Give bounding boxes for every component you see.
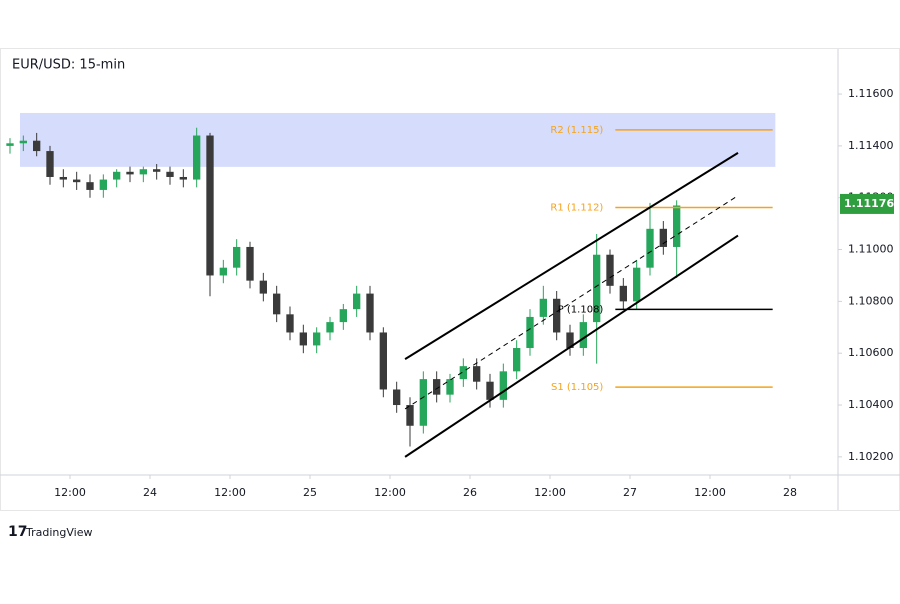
candle-body xyxy=(366,293,374,333)
candle-body xyxy=(553,298,561,333)
candle-body xyxy=(499,371,507,400)
level-label: S1 (1.105) xyxy=(551,382,603,393)
candle-body xyxy=(459,366,467,380)
candle-body xyxy=(179,176,187,180)
candle-body xyxy=(33,140,41,152)
candle-body xyxy=(513,348,521,372)
candle-body xyxy=(6,143,14,146)
candle-body xyxy=(166,171,174,177)
candle-body xyxy=(473,366,481,382)
candle-body xyxy=(206,135,214,276)
candle-body xyxy=(193,135,201,180)
candle-body xyxy=(579,322,587,349)
candle-body xyxy=(673,205,681,247)
candle-body xyxy=(633,267,641,302)
x-tick-label: 12:00 xyxy=(694,486,726,499)
candle-body xyxy=(73,179,81,183)
candle-body xyxy=(59,176,67,180)
candle-body xyxy=(46,151,54,177)
x-tick-label: 24 xyxy=(143,486,157,499)
candle-body xyxy=(406,405,414,426)
candle-body xyxy=(339,309,347,323)
level-label: P (1.108) xyxy=(558,304,604,315)
y-tick-label: 1.10600 xyxy=(848,346,894,359)
candle-body xyxy=(353,293,361,310)
candle-body xyxy=(566,332,574,349)
candle-body xyxy=(646,228,654,268)
candle-body xyxy=(19,140,27,144)
candle-body xyxy=(419,379,427,426)
candle-body xyxy=(233,246,241,268)
x-tick-label: 26 xyxy=(463,486,477,499)
x-tick-label: 28 xyxy=(783,486,797,499)
candle-body xyxy=(246,246,254,281)
y-tick-label: 1.11000 xyxy=(848,243,894,256)
candle-body xyxy=(259,280,267,294)
candle-body xyxy=(393,389,401,406)
candle-body xyxy=(113,171,121,180)
level-label: R1 (1.112) xyxy=(550,203,603,214)
y-tick-label: 1.10400 xyxy=(848,398,894,411)
candle-body xyxy=(313,332,321,346)
y-tick-label: 1.10800 xyxy=(848,294,894,307)
candle-body xyxy=(273,293,281,315)
candle-body xyxy=(606,254,614,286)
last-price-label: 1.11176 xyxy=(844,197,894,210)
last-price-box xyxy=(840,193,894,214)
channel-middle xyxy=(404,195,739,410)
candle-body xyxy=(486,381,494,400)
candle-body xyxy=(139,169,147,175)
x-tick-label: 12:00 xyxy=(374,486,406,499)
y-tick-label: 1.11400 xyxy=(848,139,894,152)
candle-body xyxy=(446,379,454,395)
candle-body xyxy=(593,254,601,323)
x-tick-label: 12:00 xyxy=(534,486,566,499)
channel-upper xyxy=(404,152,739,361)
chart-title: EUR/USD: 15-min xyxy=(12,58,125,73)
brand: TradingView xyxy=(25,526,92,539)
candle-body xyxy=(299,332,307,346)
candle-body xyxy=(379,332,387,390)
candle-body xyxy=(153,169,161,172)
x-tick-label: 27 xyxy=(623,486,637,499)
resistance-zone xyxy=(20,112,776,167)
candle-body xyxy=(326,322,334,333)
logo-mark: 𝟭𝟳 xyxy=(8,524,27,540)
candle-body xyxy=(99,179,107,190)
channel-lower xyxy=(404,234,739,458)
candle-body xyxy=(619,285,627,302)
x-tick-label: 12:00 xyxy=(214,486,246,499)
candle-body xyxy=(526,316,534,349)
x-tick-label: 12:00 xyxy=(54,486,86,499)
y-tick-label: 1.10200 xyxy=(848,450,894,463)
candle-body xyxy=(126,171,134,175)
y-tick-label: 1.11600 xyxy=(848,87,894,100)
candle-body xyxy=(286,314,294,333)
candle-body xyxy=(86,182,94,190)
candle-body xyxy=(433,379,441,395)
x-tick-label: 25 xyxy=(303,486,317,499)
candle-body xyxy=(659,228,667,247)
candle-body xyxy=(539,298,547,317)
level-label: R2 (1.115) xyxy=(550,125,603,136)
candle-body xyxy=(219,267,227,276)
